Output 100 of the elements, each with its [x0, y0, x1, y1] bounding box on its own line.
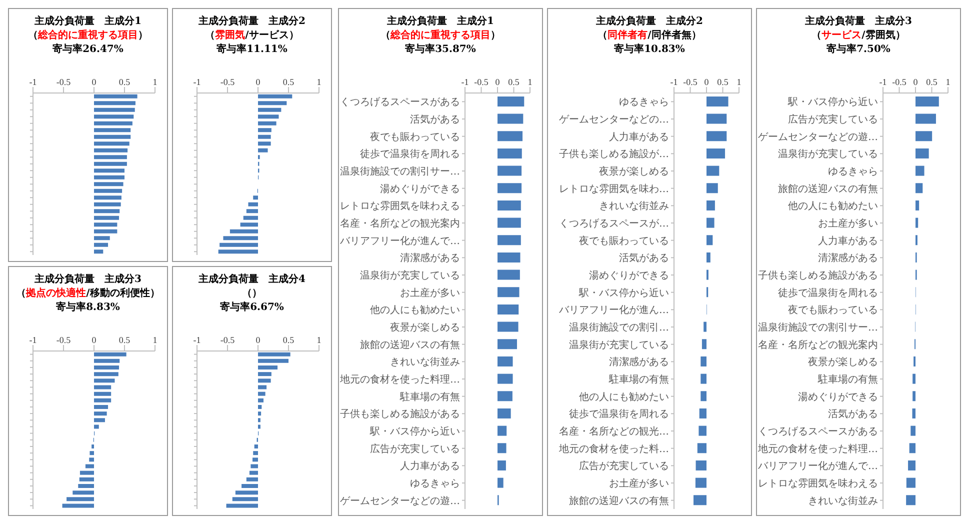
bar — [246, 477, 258, 482]
bar — [94, 196, 122, 200]
y-tick-label: 人力車がある — [818, 234, 878, 247]
y-tick-label: ゲームセンターなどの遊… — [340, 494, 460, 507]
x-tick-label: 0.5 — [282, 335, 295, 345]
bar — [94, 392, 112, 396]
bar — [258, 412, 262, 416]
bar — [94, 216, 120, 220]
bar — [94, 222, 118, 227]
bar — [916, 96, 939, 106]
y-tick-label: 活気がある — [619, 252, 669, 264]
y-tick-label: 子供も楽しめる施設がある — [340, 408, 460, 420]
bar — [85, 464, 94, 468]
bar — [258, 404, 262, 409]
bar — [906, 478, 916, 488]
bar — [240, 222, 258, 227]
y-tick-label: 駐車場の有無 — [399, 390, 460, 403]
y-tick-label: 湯めぐりができる — [798, 390, 878, 403]
x-tick-label: 1 — [316, 335, 322, 345]
x-tick-label: 1 — [152, 335, 158, 345]
bar — [94, 250, 104, 254]
chart-title: 主成分負荷量 主成分2 — [595, 15, 704, 29]
bar — [498, 166, 522, 176]
y-tick-label: お土産が多い — [818, 218, 878, 230]
x-tick-label: 1 — [316, 77, 322, 87]
bar — [230, 229, 258, 234]
y-tick-label: 夜景が楽しめる — [599, 166, 669, 178]
bar — [94, 372, 118, 376]
bar — [94, 175, 124, 180]
x-tick-label: -0.5 — [56, 77, 72, 87]
y-tick-label: 温泉街が充実している — [360, 270, 460, 282]
bar — [94, 148, 128, 152]
x-tick-label: 0.5 — [508, 77, 520, 87]
text: 寄与率26.47% — [52, 43, 124, 57]
bar — [498, 374, 513, 384]
bar — [498, 131, 523, 142]
y-tick-label: 地元の食材を使った料理… — [757, 442, 878, 455]
y-tick-label: 湯めぐりができる — [380, 182, 460, 195]
bar — [498, 443, 506, 454]
y-tick-label: 子供も楽しめる施設がある — [758, 270, 878, 282]
bar — [258, 385, 267, 390]
bar — [704, 322, 706, 332]
bar — [62, 504, 94, 508]
x-tick-label: -0.5 — [474, 77, 489, 87]
bar — [258, 398, 264, 402]
bar — [94, 142, 130, 146]
bar — [258, 128, 272, 132]
bar — [94, 202, 121, 206]
y-tick-label: お土産が多い — [400, 286, 460, 299]
chart-title: 主成分負荷量 主成分3 — [804, 15, 913, 29]
bar — [916, 166, 924, 176]
bar — [498, 339, 517, 350]
y-tick-label: きれいな街並み — [808, 494, 878, 507]
x-tick-label: -1 — [29, 335, 37, 345]
bar — [699, 408, 706, 418]
bar — [258, 94, 292, 98]
x-tick-label: -1 — [461, 77, 469, 87]
bar — [702, 339, 706, 350]
bar — [242, 484, 258, 488]
bar — [94, 101, 136, 106]
y-tick-label: 名産・名所などの観光案内 — [758, 338, 878, 351]
y-tick-label: ゲームセンターなどの遊… — [758, 130, 878, 143]
bar — [706, 200, 715, 210]
bar — [498, 322, 518, 332]
x-tick-label: -0.5 — [56, 335, 72, 345]
bar — [498, 200, 521, 210]
bar — [94, 162, 127, 166]
y-tick-label: 名産・名所などの観光… — [559, 426, 669, 438]
x-tick-label: 0.5 — [118, 335, 131, 345]
chart-subtitle: （総合的に重視する項目） — [27, 29, 149, 43]
bar — [94, 134, 131, 139]
y-tick-label: 地元の食材を使った料理… — [339, 374, 460, 386]
bar — [912, 374, 916, 384]
bar — [498, 96, 524, 106]
y-tick-label: 旅館の送迎バスの有無 — [778, 182, 878, 195]
y-tick-label: 名産・名所などの観光案内 — [340, 218, 460, 230]
bar — [94, 108, 135, 112]
bar — [94, 155, 127, 160]
y-tick-label: 旅館の送迎バスの有無 — [569, 494, 669, 507]
bar — [80, 470, 94, 475]
y-tick-label: 夜でも賑わっている — [788, 304, 878, 316]
bar — [498, 304, 519, 314]
bar — [94, 188, 122, 193]
y-tick-label: きれいな街並み — [599, 200, 669, 212]
bar — [78, 484, 94, 488]
bar — [94, 236, 110, 240]
y-tick-label: 温泉街施設での割引サー… — [758, 322, 878, 334]
y-tick-label: 夜でも賑わっている — [579, 234, 669, 247]
bar — [916, 200, 920, 210]
text: 寄与率11.11% — [216, 43, 288, 57]
y-tick-label: 人力車がある — [609, 130, 669, 143]
y-tick-label: ゆるきゃら — [410, 478, 460, 490]
bar — [498, 287, 520, 298]
bar — [232, 497, 258, 502]
y-tick-label: 子供も楽しめる施設が… — [559, 148, 669, 160]
bar — [706, 148, 726, 158]
y-tick-label: レトロな雰囲気を味わ… — [559, 182, 669, 195]
chart-subtitle: （） — [241, 287, 263, 301]
bar — [248, 202, 258, 206]
y-tick-label: ゆるきゃら — [828, 166, 878, 178]
